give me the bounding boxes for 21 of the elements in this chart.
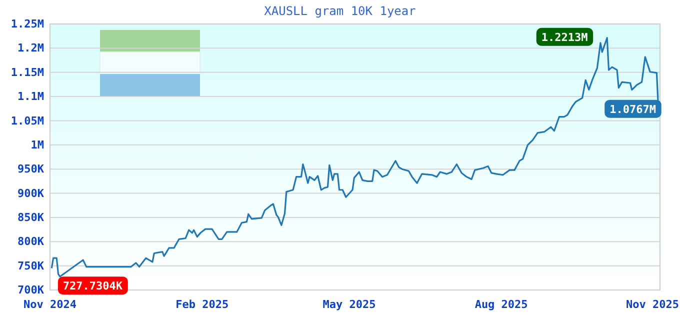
y-tick-label: 1M xyxy=(30,138,44,152)
y-tick-label: 1.25M xyxy=(10,18,44,31)
annotation: 1.2213M xyxy=(541,30,588,44)
y-tick-label: 900K xyxy=(18,186,44,200)
y-tick-label: 950K xyxy=(18,162,44,176)
x-tick-label: Nov 2025 xyxy=(626,298,679,311)
y-tick-label: 850K xyxy=(18,210,44,224)
y-tick-label: 1.15M xyxy=(10,66,44,79)
x-tick-label: Nov 2024 xyxy=(24,298,77,311)
x-tick-label: Feb 2025 xyxy=(176,298,229,311)
y-tick-label: 700K xyxy=(18,284,44,297)
y-tick-label: 750K xyxy=(18,259,44,272)
chart-title: XAUSLL gram 10K 1year xyxy=(264,4,416,18)
y-tick-label: 1.05M xyxy=(10,114,44,128)
x-tick-label: Aug 2025 xyxy=(474,298,528,311)
annotation: 727.7304K xyxy=(62,280,123,293)
x-tick-label: May 2025 xyxy=(322,298,376,311)
y-tick-label: 1.2M xyxy=(18,42,44,55)
annotation: 1.0767M xyxy=(610,102,656,116)
y-tick-label: 1.1M xyxy=(18,90,44,104)
y-tick-label: 800K xyxy=(18,235,44,248)
